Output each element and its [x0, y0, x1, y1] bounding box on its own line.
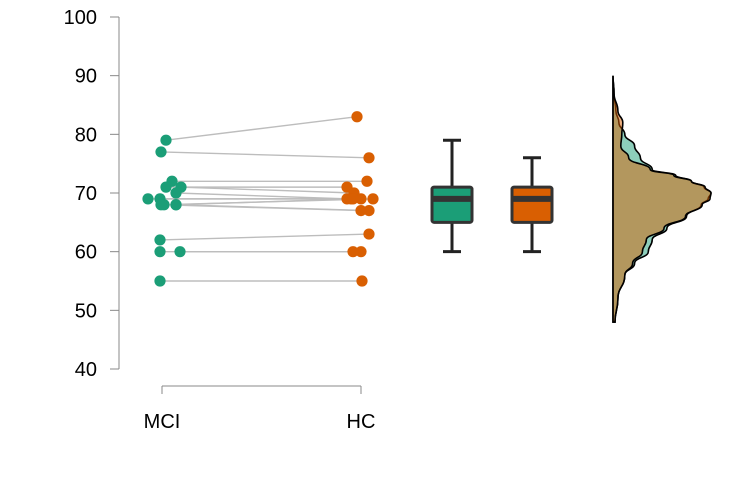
x-axis: MCI HC	[144, 385, 376, 433]
y-tick-label: 50	[75, 300, 97, 322]
point-hc	[355, 193, 367, 205]
point-mci	[142, 193, 154, 205]
density-clouds	[612, 75, 712, 323]
paired-connector-lines	[148, 116, 374, 282]
y-tick-label: 100	[64, 7, 97, 29]
y-tick-label: 80	[75, 124, 97, 146]
boxplot-hc	[510, 156, 554, 254]
point-mci	[170, 199, 182, 211]
y-tick-label: 40	[75, 359, 97, 381]
point-mci	[160, 134, 172, 146]
connector-line	[180, 186, 355, 194]
point-hc	[347, 193, 359, 205]
box-iqr	[430, 185, 474, 224]
connector-line	[165, 116, 358, 141]
density-hc	[612, 75, 712, 323]
point-hc	[363, 205, 375, 217]
boxplot-mci	[430, 138, 474, 254]
box-iqr	[510, 185, 554, 224]
y-axis: 40 50 60 70 80 90 100	[64, 7, 120, 381]
x-tick-label: MCI	[144, 411, 181, 433]
point-mci	[154, 246, 166, 258]
x-tick-label: HC	[347, 411, 376, 433]
connector-line	[175, 192, 348, 200]
point-hc	[355, 205, 367, 217]
point-mci	[154, 275, 166, 287]
point-hc	[363, 228, 375, 240]
point-hc	[367, 193, 379, 205]
point-mci	[160, 181, 172, 193]
point-mci	[170, 187, 182, 199]
data-points	[142, 111, 379, 287]
point-mci	[155, 146, 167, 158]
point-hc	[363, 152, 375, 164]
point-hc	[356, 275, 368, 287]
connector-line	[160, 151, 370, 159]
connector-line	[175, 198, 354, 206]
point-mci	[174, 246, 186, 258]
y-tick-label: 90	[75, 66, 97, 88]
connector-line	[160, 204, 362, 212]
point-hc	[351, 111, 363, 123]
y-tick-label: 60	[75, 242, 97, 264]
boxplots	[430, 138, 554, 254]
y-tick-label: 70	[75, 183, 97, 205]
point-hc	[355, 246, 367, 258]
point-hc	[361, 175, 373, 187]
connector-line	[159, 233, 370, 241]
point-mci	[154, 234, 166, 246]
point-mci	[155, 199, 167, 211]
point-hc	[347, 246, 359, 258]
